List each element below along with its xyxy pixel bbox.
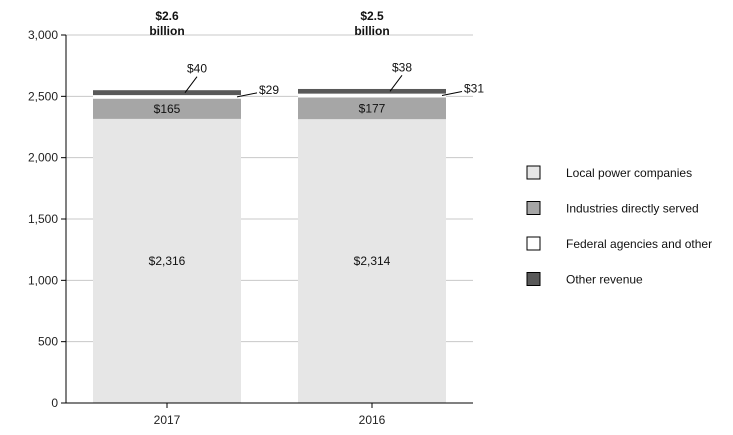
legend-swatch: [526, 272, 541, 286]
legend-label: Other revenue: [566, 273, 643, 287]
data-labels: $2,316$165$29$40$2.6billion$2,314$177$31…: [149, 9, 485, 268]
bar-segment-2-2016: [298, 93, 446, 98]
data-label-industries: $177: [359, 101, 386, 115]
data-label-other-revenue: $40: [187, 62, 207, 76]
data-label-industries: $165: [154, 102, 181, 116]
data-label-local-power: $2,314: [354, 254, 391, 268]
bar-segment-0-2016: [298, 119, 446, 404]
callout-leader: [236, 92, 258, 98]
x-tick-label: 2016: [359, 413, 386, 427]
bars: [93, 88, 446, 404]
axes: 0 500 1,000 1,500 2,000 2,500 3,000 2017 2016: [28, 28, 473, 427]
y-tick-label: 2,500: [28, 89, 58, 103]
x-tick-label: 2017: [154, 413, 181, 427]
y-tick-label: 1,000: [28, 273, 58, 287]
legend-swatch: [526, 236, 541, 251]
callout-leader: [389, 75, 403, 92]
total-unit-label: billion: [354, 24, 389, 38]
callout-leader: [184, 76, 198, 93]
data-label-local-power: $2,316: [149, 254, 186, 268]
data-label-federal: $29: [259, 83, 279, 97]
y-tick-label: 500: [38, 335, 58, 349]
bar-segment-3-2017: [93, 90, 241, 96]
total-amount-label: $2.5: [360, 9, 384, 23]
bar-segment-0-2017: [93, 118, 241, 404]
data-label-other-revenue: $38: [392, 60, 412, 74]
total-unit-label: billion: [149, 24, 184, 38]
legend-swatch: [526, 201, 541, 215]
y-tick-label: 0: [51, 396, 58, 410]
bar-segment-3-2016: [298, 88, 446, 94]
legend: Local power companies Industries directly…: [526, 165, 712, 287]
y-tick-label: 2,000: [28, 151, 58, 165]
bar-segment-2-2017: [93, 95, 241, 99]
total-amount-label: $2.6: [155, 9, 179, 23]
y-tick-label: 1,500: [28, 212, 58, 226]
callout-leader: [441, 91, 463, 97]
bar-segment-1-2017: [93, 98, 241, 119]
legend-label: Federal agencies and other: [566, 237, 712, 251]
legend-label: Industries directly served: [566, 202, 699, 216]
legend-swatch: [526, 165, 541, 180]
y-tick-label: 3,000: [28, 28, 58, 42]
legend-label: Local power companies: [566, 166, 692, 180]
data-label-federal: $31: [464, 82, 484, 96]
bar-segment-1-2016: [298, 97, 446, 120]
